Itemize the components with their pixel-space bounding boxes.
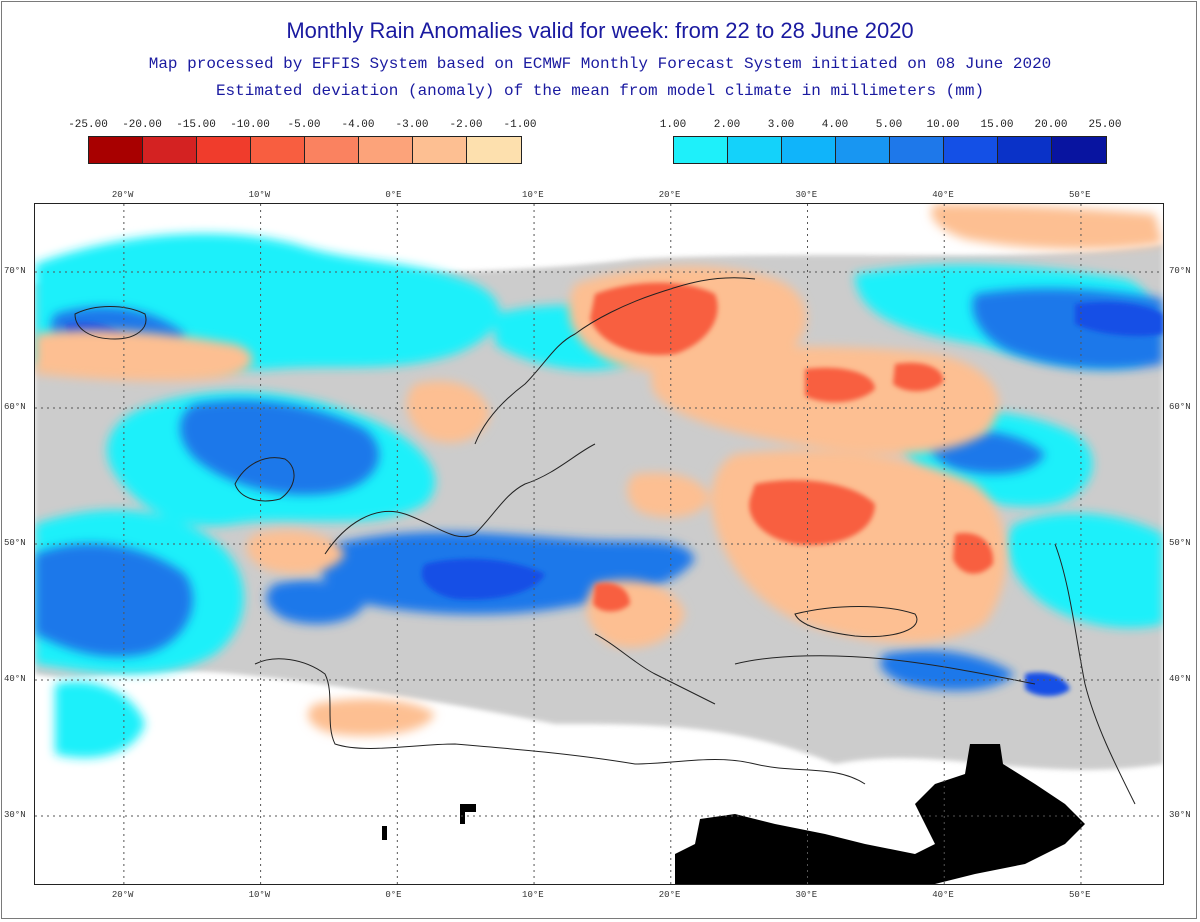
latitude-label: 70°N xyxy=(4,266,26,276)
legend_positive-swatch-0 xyxy=(674,137,728,163)
legend_positive-label-3: 4.00 xyxy=(821,119,849,131)
legend_positive-label-2: 3.00 xyxy=(767,119,795,131)
legend_negative-label-6: -3.00 xyxy=(395,119,429,131)
legend_negative-swatch-5 xyxy=(359,137,413,163)
legend_positive-label-6: 15.00 xyxy=(980,119,1014,131)
longitude-label: 40°E xyxy=(932,890,954,900)
legend_negative-label-0: -25.00 xyxy=(68,119,108,131)
legend_positive-label-1: 2.00 xyxy=(713,119,741,131)
map-subtitle-units: Estimated deviation (anomaly) of the mea… xyxy=(215,82,985,100)
legend-positive-labels: 1.00 2.00 3.00 4.00 5.00 10.00 15.00 20.00 25.00 xyxy=(660,119,1122,135)
latitude-label: 30°N xyxy=(1169,810,1191,820)
latitude-label: 50°N xyxy=(1169,538,1191,548)
legend-negative: -25.00 -20.00 -15.00 -10.00 -5.00 -4.00 -3.00 -… xyxy=(68,119,537,164)
legend_positive-swatch-2 xyxy=(782,137,836,163)
longitude-label: 0°E xyxy=(385,190,402,200)
legend_negative-label-7: -2.00 xyxy=(449,119,483,131)
longitude-label: 50°E xyxy=(1068,190,1091,200)
legend_positive-swatch-4 xyxy=(890,137,944,163)
legend_negative-swatch-2 xyxy=(197,137,251,163)
legend_positive-label-7: 20.00 xyxy=(1034,119,1068,131)
nodata-areas xyxy=(382,744,1085,884)
anomaly-map-canvas xyxy=(35,204,1163,884)
longitude-label: 30°E xyxy=(795,890,818,900)
legend_negative-label-3: -10.00 xyxy=(230,119,270,131)
red-anomaly-layer xyxy=(590,282,994,612)
legend_positive-swatch-7 xyxy=(1052,137,1106,163)
latitude-label: 70°N xyxy=(1169,266,1191,276)
legend_negative-label-4: -5.00 xyxy=(287,119,321,131)
anomaly-map xyxy=(34,203,1164,885)
legend_negative-swatch-1 xyxy=(143,137,197,163)
legend-negative-labels: -25.00 -20.00 -15.00 -10.00 -5.00 -4.00 -3.00 -… xyxy=(68,119,536,135)
legend_negative-swatch-6 xyxy=(413,137,467,163)
legend-positive: 1.00 2.00 3.00 4.00 5.00 10.00 15.00 20.00 25.00 xyxy=(660,119,1122,164)
legend_negative-swatch-3 xyxy=(251,137,305,163)
latitude-label: 30°N xyxy=(4,810,26,820)
legend_positive-swatch-1 xyxy=(728,137,782,163)
legend-negative-swatches xyxy=(88,136,522,164)
longitude-label: 40°E xyxy=(932,190,954,200)
longitude-label: 20°E xyxy=(658,890,681,900)
legend_negative-label-1: -20.00 xyxy=(122,119,162,131)
longitude-label: 50°E xyxy=(1068,890,1091,900)
map-subtitle-system: Map processed by EFFIS System based on E… xyxy=(148,55,1052,73)
longitude-label: 10°E xyxy=(522,890,544,900)
longitude-label: 20°W xyxy=(111,190,134,200)
latitude-label: 60°N xyxy=(4,402,26,412)
legend_negative-swatch-0 xyxy=(89,137,143,163)
legend_positive-swatch-3 xyxy=(836,137,890,163)
legend_positive-label-0: 1.00 xyxy=(659,119,687,131)
legend_positive-label-5: 10.00 xyxy=(926,119,960,131)
legend_positive-swatch-6 xyxy=(998,137,1052,163)
longitude-label: 30°E xyxy=(795,190,818,200)
longitude-label: 20°E xyxy=(658,190,681,200)
longitude-label: 10°E xyxy=(522,190,544,200)
legend_negative-label-5: -4.00 xyxy=(341,119,375,131)
longitude-label: 20°W xyxy=(111,890,134,900)
latitude-label: 50°N xyxy=(4,538,26,548)
graticule xyxy=(35,204,1163,884)
latitude-label: 40°N xyxy=(1169,674,1191,684)
longitude-label: 0°E xyxy=(385,890,402,900)
map-title: Monthly Rain Anomalies valid for week: f… xyxy=(286,18,914,43)
legend_negative-swatch-7 xyxy=(467,137,521,163)
latitude-label: 60°N xyxy=(1169,402,1191,412)
legend_negative-label-2: -15.00 xyxy=(176,119,216,131)
legend_positive-label-4: 5.00 xyxy=(875,119,903,131)
legend_negative-label-8: -1.00 xyxy=(503,119,537,131)
longitude-label: 10°W xyxy=(248,190,271,200)
legend_negative-swatch-4 xyxy=(305,137,359,163)
legend_positive-label-8: 25.00 xyxy=(1088,119,1122,131)
legend_positive-swatch-5 xyxy=(944,137,998,163)
legend-positive-swatches xyxy=(673,136,1107,164)
latitude-label: 40°N xyxy=(4,674,26,684)
longitude-label: 10°W xyxy=(248,890,271,900)
coastlines xyxy=(74,277,1136,805)
